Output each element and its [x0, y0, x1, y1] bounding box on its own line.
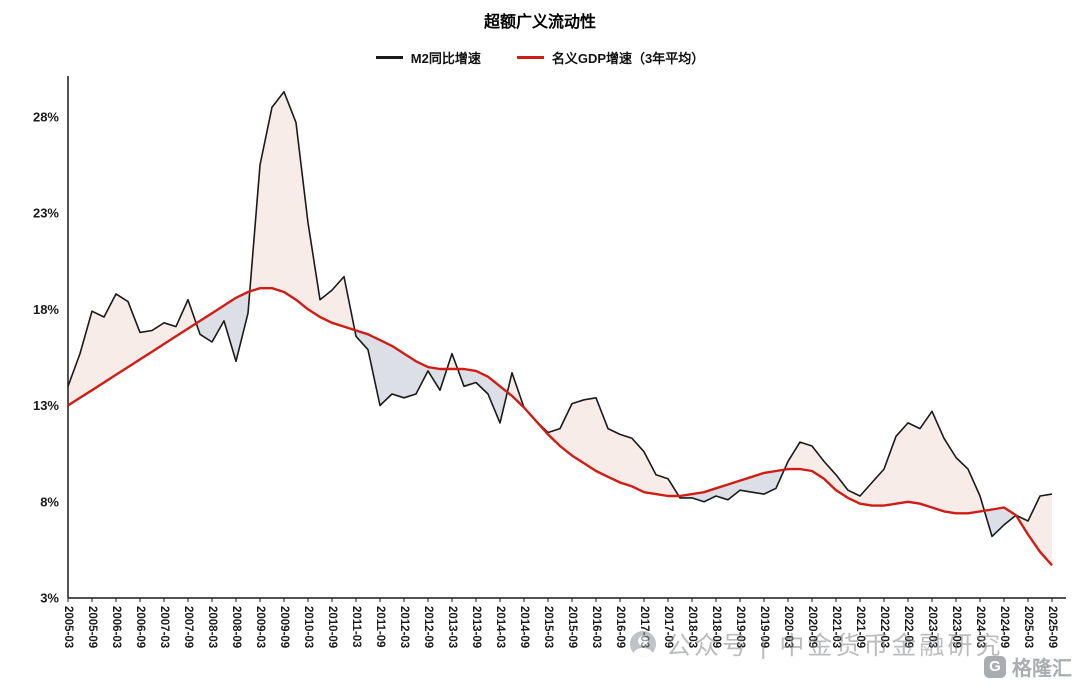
x-tick-labels: 2005-03 2005-09 2006-03 2006-09 2007-03 2007-…: [62, 598, 1058, 648]
svg-text:2007-03: 2007-03: [158, 606, 170, 648]
svg-text:2018-03: 2018-03: [686, 606, 698, 648]
svg-text:2013-09: 2013-09: [470, 606, 482, 648]
svg-text:2008-03: 2008-03: [206, 606, 218, 648]
svg-text:2022-03: 2022-03: [878, 606, 890, 648]
legend-item-gdp: 名义GDP增速（3年平均）: [516, 48, 705, 67]
gelonghui-logo: G 格隆汇: [984, 652, 1072, 681]
svg-text:2020-03: 2020-03: [782, 606, 794, 648]
svg-text:2007-09: 2007-09: [182, 606, 194, 648]
svg-text:2022-09: 2022-09: [902, 606, 914, 648]
legend-label-m2: M2同比增速: [410, 51, 481, 66]
svg-text:3%: 3%: [40, 591, 59, 606]
svg-text:2025-09: 2025-09: [1046, 606, 1058, 648]
svg-text:2024-09: 2024-09: [998, 606, 1010, 648]
svg-text:28%: 28%: [33, 109, 59, 124]
legend-item-m2: M2同比增速: [375, 48, 481, 67]
svg-text:2011-03: 2011-03: [350, 606, 362, 648]
svg-text:2024-03: 2024-03: [974, 606, 986, 648]
svg-text:2011-09: 2011-09: [374, 606, 386, 648]
svg-text:2025-03: 2025-03: [1022, 606, 1034, 648]
svg-text:2017-09: 2017-09: [662, 606, 674, 648]
svg-text:2015-09: 2015-09: [566, 606, 578, 648]
svg-text:2019-09: 2019-09: [758, 606, 770, 648]
svg-text:2020-09: 2020-09: [806, 606, 818, 648]
y-tick-labels: 3% 8% 13% 18% 23% 28%: [33, 109, 59, 605]
m2-series-line: [67, 91, 1053, 538]
svg-text:2021-09: 2021-09: [854, 606, 866, 648]
svg-text:2023-09: 2023-09: [950, 606, 962, 648]
svg-text:2005-03: 2005-03: [62, 606, 74, 648]
svg-text:2009-09: 2009-09: [278, 606, 290, 648]
svg-text:2006-03: 2006-03: [110, 606, 122, 648]
svg-text:2019-03: 2019-03: [734, 606, 746, 648]
gdp-series-line: [67, 287, 1053, 567]
svg-text:2012-09: 2012-09: [422, 606, 434, 648]
gelonghui-badge-icon: G: [984, 655, 1006, 678]
svg-text:2021-03: 2021-03: [830, 606, 842, 648]
svg-text:2012-03: 2012-03: [398, 606, 410, 648]
watermark-text: 公众号 | 中金货币金融研究: [666, 632, 1004, 660]
svg-text:2016-09: 2016-09: [614, 606, 626, 648]
wechat-account-icon: [630, 631, 656, 657]
person-icon: [638, 636, 648, 646]
gelonghui-text: 格隆汇: [1012, 658, 1072, 680]
svg-text:8%: 8%: [40, 494, 59, 509]
legend: M2同比增速 名义GDP增速（3年平均）: [0, 48, 1080, 67]
svg-text:13%: 13%: [33, 398, 59, 413]
m2-line-swatch: [375, 56, 403, 59]
svg-text:2018-09: 2018-09: [710, 606, 722, 648]
svg-text:2009-03: 2009-03: [254, 606, 266, 648]
svg-text:2016-03: 2016-03: [590, 606, 602, 648]
svg-text:2015-03: 2015-03: [542, 606, 554, 648]
svg-text:18%: 18%: [33, 302, 59, 317]
svg-text:2006-09: 2006-09: [134, 606, 146, 648]
svg-text:2010-03: 2010-03: [302, 606, 314, 648]
svg-text:2010-09: 2010-09: [326, 606, 338, 648]
gdp-line-swatch: [516, 56, 544, 59]
svg-text:2005-09: 2005-09: [86, 606, 98, 648]
svg-text:2008-09: 2008-09: [230, 606, 242, 648]
svg-text:2014-09: 2014-09: [518, 606, 530, 648]
svg-text:2014-03: 2014-03: [494, 606, 506, 648]
chart-title: 超额广义流动性: [483, 14, 596, 31]
watermark: 公众号 | 中金货币金融研究: [630, 626, 1003, 662]
legend-label-gdp: 名义GDP增速（3年平均）: [551, 51, 705, 66]
svg-text:2023-03: 2023-03: [926, 606, 938, 648]
svg-text:23%: 23%: [33, 206, 59, 221]
svg-text:2013-03: 2013-03: [446, 606, 458, 648]
fill-between-areas: [68, 91, 1052, 566]
